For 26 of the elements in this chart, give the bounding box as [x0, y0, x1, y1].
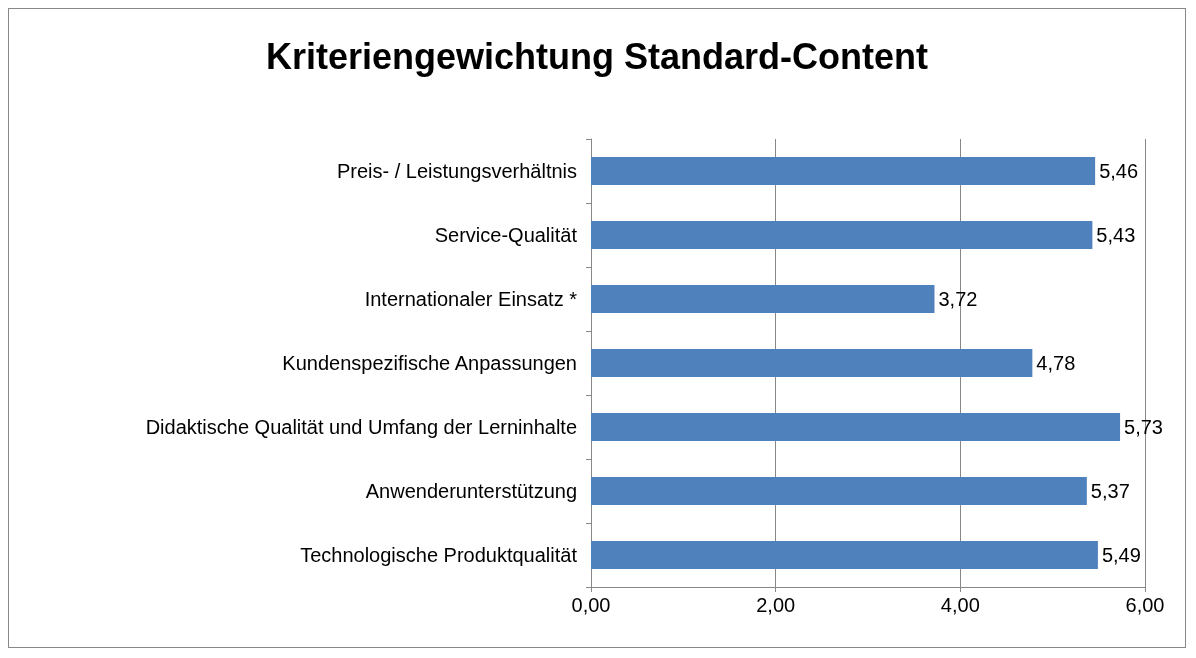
data-label: 5,46 [1099, 160, 1139, 182]
x-tick-label: 4,00 [940, 594, 980, 616]
data-label: 5,43 [1096, 224, 1136, 246]
data-label: 5,37 [1090, 480, 1130, 502]
y-tick-label: Kundenspezifische Anpassungen [282, 352, 577, 374]
bar [591, 541, 1098, 569]
bar [591, 157, 1096, 185]
y-tick-label: Preis- / Leistungsverhältnis [336, 160, 577, 182]
y-tick-label: Didaktische Qualität und Umfang der Lerninhalte [145, 416, 577, 438]
bar [591, 477, 1087, 505]
bar [591, 221, 1093, 249]
x-tick-label: 2,00 [756, 594, 796, 616]
data-label: 5,73 [1124, 416, 1164, 438]
bar [591, 349, 1033, 377]
bar [591, 413, 1121, 441]
data-label: 4,78 [1036, 352, 1076, 374]
chart-title: Kriteriengewichtung Standard-Content [265, 35, 929, 77]
y-tick-label: Anwenderunterstützung [365, 480, 577, 502]
x-tick-label: 6,00 [1125, 594, 1165, 616]
y-tick-label: Technologische Produktqualität [300, 544, 578, 566]
x-tick-label: 0,00 [571, 594, 611, 616]
bar [591, 285, 935, 313]
data-label: 3,72 [938, 288, 978, 310]
y-tick-label: Service-Qualität [434, 224, 578, 246]
y-tick-label: Internationaler Einsatz * [364, 288, 578, 310]
data-label: 5,49 [1101, 544, 1141, 566]
